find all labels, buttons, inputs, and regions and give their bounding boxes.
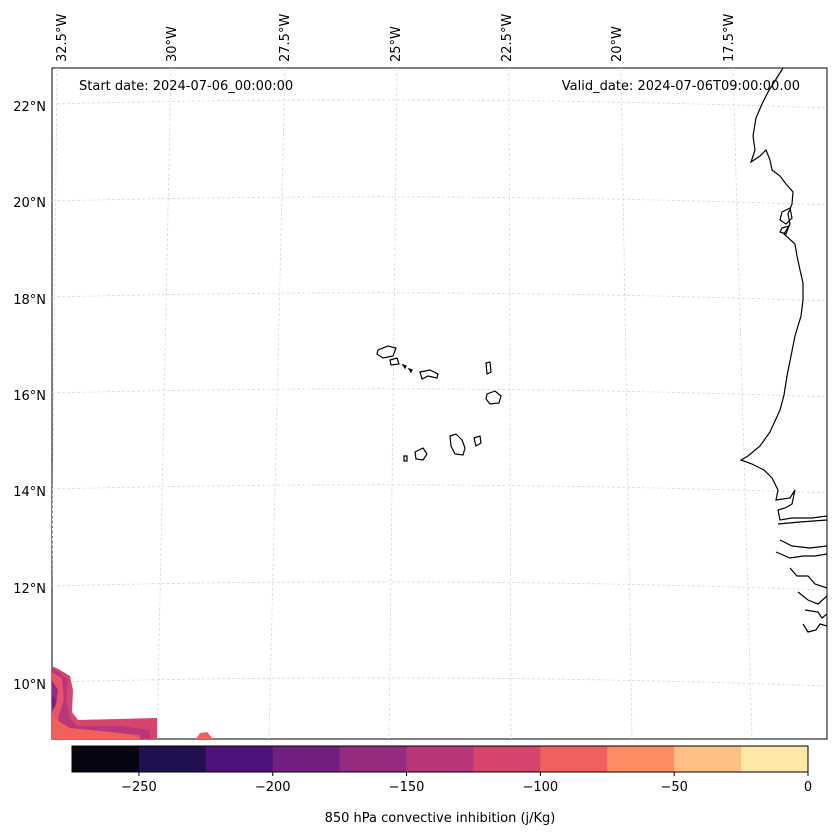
graticule xyxy=(52,68,827,739)
coastline-cape-verde xyxy=(376,345,502,462)
colorbar-swatch xyxy=(674,746,742,772)
colorbar-swatch xyxy=(205,746,274,772)
colorbar-tick-label: −100 xyxy=(523,780,559,795)
colorbar-swatch xyxy=(406,746,474,772)
lat-label: 16°N xyxy=(13,389,46,404)
lat-label: 22°N xyxy=(13,100,46,115)
map-frame xyxy=(51,67,828,740)
latitude-labels: 22°N 20°N 18°N 16°N 14°N 12°N 10°N xyxy=(13,100,46,693)
colorbar-swatch xyxy=(72,746,140,772)
colorbar-label: 850 hPa convective inhibition (j/Kg) xyxy=(325,811,556,826)
colorbar-swatch xyxy=(339,746,408,772)
colorbar-tick-label: −250 xyxy=(121,780,157,795)
lon-label: 27.5°W xyxy=(278,14,293,62)
colorbar-tick-label: −150 xyxy=(389,780,425,795)
colorbar xyxy=(71,745,809,773)
valid-date: Valid_date: 2024-07-06T09:00:00.00 xyxy=(562,79,800,94)
lon-label: 30°W xyxy=(165,26,180,62)
colorbar-swatch xyxy=(607,746,675,772)
colorbar-swatch xyxy=(138,746,207,772)
colorbar-swatch xyxy=(473,746,541,772)
lon-label: 17.5°W xyxy=(722,14,737,62)
lat-label: 10°N xyxy=(13,678,46,693)
cin-contour-fill xyxy=(52,666,213,739)
lon-label: 25°W xyxy=(389,26,404,62)
longitude-labels: 32.5°W 30°W 27.5°W 25°W 22.5°W 20°W 17.5… xyxy=(55,14,737,62)
lat-label: 14°N xyxy=(13,485,46,500)
colorbar-tick-label: 0 xyxy=(804,780,812,795)
colorbar-tick-label: −50 xyxy=(660,780,687,795)
colorbar-frame xyxy=(71,745,809,773)
colorbar-swatch xyxy=(272,746,341,772)
colorbar-swatch xyxy=(540,746,608,772)
colorbar-swatch xyxy=(741,746,809,772)
colorbar-ticks: −250 −200 −150 −100 −50 0 xyxy=(121,772,812,795)
lon-label: 20°W xyxy=(610,26,625,62)
start-date: Start date: 2024-07-06_00:00:00 xyxy=(79,79,293,94)
lat-label: 18°N xyxy=(13,293,46,308)
lon-label: 32.5°W xyxy=(55,14,70,62)
lon-label: 22.5°W xyxy=(500,14,515,62)
lat-label: 12°N xyxy=(13,582,46,597)
colorbar-tick-label: −200 xyxy=(255,780,291,795)
lat-label: 20°N xyxy=(13,196,46,211)
coastline-africa xyxy=(739,68,827,633)
